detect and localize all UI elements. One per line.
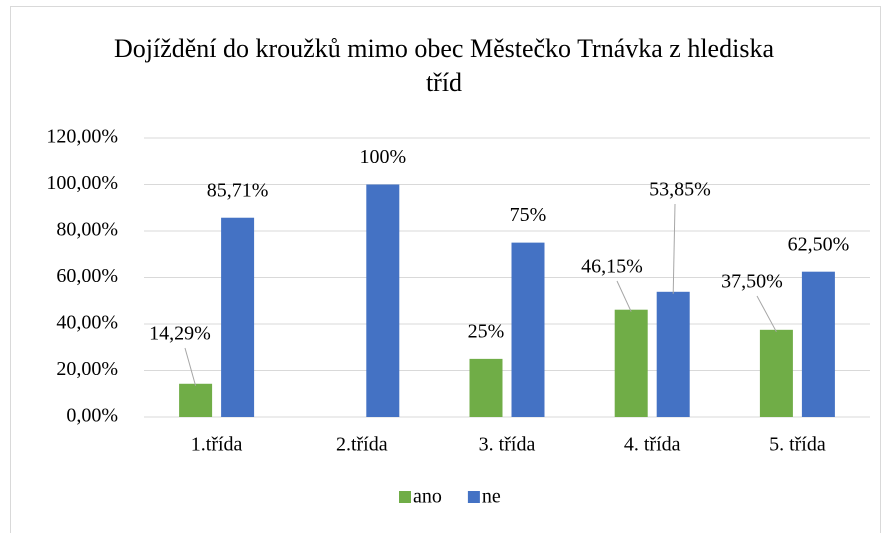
bar (656, 291, 690, 417)
legend-swatch (467, 491, 480, 503)
data-label: 62,50% (788, 233, 850, 255)
bar (759, 329, 793, 417)
x-tick-label: 5. třída (769, 434, 826, 456)
leader-line (756, 295, 777, 333)
legend-swatch (399, 491, 411, 503)
data-label: 85,71% (207, 179, 269, 201)
x-tick-label: 1.třída (191, 434, 243, 456)
bar (179, 383, 213, 417)
data-label: 46,15% (581, 256, 643, 278)
legend-label: ne (482, 486, 501, 508)
bar (801, 271, 835, 417)
leader-line (672, 203, 676, 294)
bar (469, 358, 503, 417)
x-tick-label: 3. třída (479, 434, 536, 456)
legend-label: ano (413, 486, 442, 508)
x-tick-label: 2.třída (336, 434, 388, 456)
y-tick-label: 40,00% (56, 312, 118, 334)
x-tick-label: 4. třída (624, 434, 681, 456)
chart-border (10, 6, 881, 533)
bar (511, 242, 545, 417)
data-label: 25% (468, 320, 505, 342)
y-tick-label: 80,00% (56, 219, 118, 241)
y-tick-label: 20,00% (56, 358, 118, 380)
chart-title: Dojíždění do kroužků mimo obec Městečko … (114, 34, 774, 97)
data-label: 53,85% (649, 179, 711, 201)
bar (221, 217, 255, 417)
leader-line (616, 280, 632, 312)
leader-line (184, 347, 197, 386)
y-tick-label: 100,00% (46, 172, 118, 194)
data-label: 14,29% (149, 323, 211, 345)
bar (614, 309, 648, 417)
y-tick-label: 60,00% (56, 265, 118, 287)
data-label: 75% (510, 204, 547, 226)
data-label: 37,50% (721, 271, 783, 293)
bar (366, 184, 400, 417)
y-tick-label: 0,00% (66, 405, 118, 427)
y-tick-label: 120,00% (46, 126, 118, 148)
data-label: 100% (359, 146, 406, 168)
